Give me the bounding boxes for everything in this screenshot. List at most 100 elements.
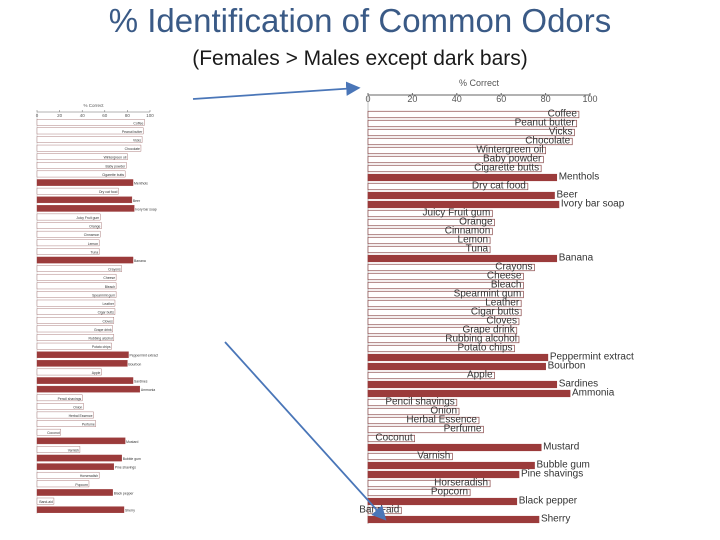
bar <box>36 179 134 186</box>
category-label: Sardines <box>559 379 598 390</box>
bar <box>367 389 571 398</box>
category-label: Potato chips <box>457 343 512 354</box>
bar <box>36 248 100 255</box>
bar <box>36 325 113 333</box>
category-label: Coffee <box>133 121 143 125</box>
category-label: Onion <box>430 406 457 417</box>
category-label: Bourbon <box>128 362 141 366</box>
bar <box>36 291 117 298</box>
category-label: Menthols <box>559 172 600 183</box>
bar <box>36 153 128 161</box>
category-label: Ivory bar soap <box>561 199 625 210</box>
bar <box>367 254 558 263</box>
bar <box>36 489 113 496</box>
bar <box>36 471 100 479</box>
bar <box>367 398 458 407</box>
category-label: Beer <box>133 199 141 203</box>
bar <box>367 443 542 452</box>
category-label: Sherry <box>125 509 135 513</box>
category-label: Wintergreen oil <box>104 156 127 160</box>
category-label: Bourbon <box>548 361 586 372</box>
bar <box>367 317 520 326</box>
category-label: Pencil shavings <box>385 397 454 408</box>
bar <box>36 136 143 143</box>
bar <box>36 428 61 436</box>
category-label: Mustard <box>543 442 579 453</box>
category-label: Varnish <box>68 448 79 452</box>
bar <box>36 282 117 290</box>
bar <box>36 213 101 221</box>
bar <box>36 299 116 307</box>
category-label: Cloves <box>486 316 517 327</box>
bar <box>367 362 546 371</box>
category-label: Coconut <box>47 431 60 435</box>
category-label: Rubbing alcohol <box>445 334 517 345</box>
category-label: Perfume <box>444 424 482 435</box>
bar <box>367 182 529 191</box>
category-label: Apple <box>467 370 493 381</box>
bar <box>36 187 119 195</box>
bar <box>36 420 96 427</box>
bar <box>367 236 491 245</box>
bar <box>36 394 83 402</box>
bar <box>36 385 141 393</box>
bar <box>36 411 94 419</box>
category-label: Grape drink <box>462 325 515 336</box>
x-tick-label: 0 <box>36 113 39 118</box>
bar <box>367 200 560 209</box>
category-label: Herbal Essence <box>406 415 477 426</box>
x-tick-label: 80 <box>541 94 551 104</box>
bar <box>36 162 127 169</box>
category-label: Menthols <box>134 182 148 186</box>
category-label: Apple <box>92 371 101 375</box>
category-label: Ammonia <box>141 388 155 392</box>
bar <box>36 196 133 204</box>
bar <box>36 497 55 505</box>
category-label: Lemon <box>458 235 489 246</box>
category-label: Cigarette butts <box>474 163 539 174</box>
category-label: Tuna <box>466 244 489 255</box>
category-label: Pine shavings <box>115 466 136 470</box>
category-label: Crayons <box>495 262 532 273</box>
category-label: Chocolate <box>125 147 140 151</box>
category-label: Ivory bar soap <box>135 207 157 211</box>
x-tick-label: 100 <box>146 113 154 118</box>
bar <box>36 334 115 341</box>
bar <box>367 353 549 362</box>
bar <box>36 437 126 445</box>
bar <box>367 326 518 335</box>
category-label: Spearmint gum <box>454 289 522 300</box>
category-label: Band-aid <box>39 500 53 504</box>
category-label: Beer <box>556 190 578 201</box>
category-label: Tuna <box>91 250 99 254</box>
page-subtitle: (Females > Males except dark bars) <box>192 47 528 70</box>
bar <box>36 170 126 178</box>
x-tick-label: 100 <box>582 94 597 104</box>
category-label: Bubble gum <box>537 460 590 471</box>
category-label: Herbal Essence <box>69 414 93 418</box>
bar <box>367 434 415 443</box>
bar <box>367 461 535 470</box>
bar <box>36 205 135 212</box>
category-label: Spearmint gum <box>92 293 115 297</box>
bar <box>367 227 493 236</box>
category-label: Popcorn <box>431 487 468 498</box>
category-label: Black pepper <box>519 496 578 507</box>
bar <box>36 230 101 238</box>
category-label: Cloves <box>102 319 113 323</box>
x-tick-label: 60 <box>102 113 108 118</box>
category-label: Cigarette butts <box>102 173 124 177</box>
category-label: Cinnamon <box>445 226 491 237</box>
category-label: Ammonia <box>572 388 615 399</box>
x-axis-title: % Correct <box>83 103 104 108</box>
bar <box>36 127 144 135</box>
category-label: Pine shavings <box>521 469 583 480</box>
bar <box>367 155 544 164</box>
bar <box>367 416 480 425</box>
bar <box>367 191 555 200</box>
category-label: Coconut <box>375 433 412 444</box>
bar <box>367 263 535 272</box>
bar <box>367 290 524 299</box>
category-label: Leather <box>485 298 520 309</box>
bar <box>367 281 524 290</box>
